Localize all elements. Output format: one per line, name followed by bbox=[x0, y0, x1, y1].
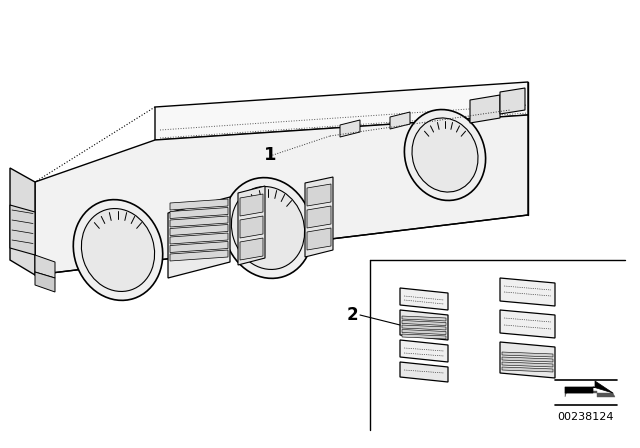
Ellipse shape bbox=[232, 186, 305, 269]
Polygon shape bbox=[170, 216, 228, 227]
Polygon shape bbox=[307, 206, 331, 228]
Polygon shape bbox=[402, 329, 446, 335]
Polygon shape bbox=[500, 88, 525, 114]
Polygon shape bbox=[305, 177, 333, 257]
Polygon shape bbox=[10, 205, 35, 255]
Ellipse shape bbox=[81, 208, 155, 292]
Polygon shape bbox=[565, 391, 615, 397]
Polygon shape bbox=[400, 310, 448, 340]
Polygon shape bbox=[402, 320, 446, 326]
Polygon shape bbox=[307, 228, 331, 250]
Ellipse shape bbox=[74, 200, 163, 300]
Polygon shape bbox=[307, 184, 331, 206]
Polygon shape bbox=[240, 194, 263, 216]
Polygon shape bbox=[402, 316, 446, 321]
Polygon shape bbox=[35, 115, 528, 275]
Polygon shape bbox=[35, 255, 55, 278]
Polygon shape bbox=[170, 233, 228, 244]
Polygon shape bbox=[500, 310, 555, 338]
Polygon shape bbox=[502, 362, 553, 367]
Polygon shape bbox=[470, 95, 500, 123]
Polygon shape bbox=[155, 82, 528, 140]
Ellipse shape bbox=[404, 110, 486, 200]
Text: 00238124: 00238124 bbox=[557, 412, 614, 422]
Ellipse shape bbox=[412, 118, 478, 192]
Ellipse shape bbox=[223, 177, 313, 278]
Polygon shape bbox=[240, 216, 263, 238]
Polygon shape bbox=[240, 238, 263, 260]
Polygon shape bbox=[10, 168, 35, 275]
Polygon shape bbox=[170, 207, 228, 219]
Polygon shape bbox=[238, 186, 265, 265]
Polygon shape bbox=[500, 278, 555, 306]
Polygon shape bbox=[502, 352, 553, 357]
Text: 2: 2 bbox=[346, 306, 358, 324]
Polygon shape bbox=[170, 199, 228, 210]
Polygon shape bbox=[400, 288, 448, 310]
Polygon shape bbox=[35, 272, 55, 292]
Text: 1: 1 bbox=[264, 146, 276, 164]
Polygon shape bbox=[340, 120, 360, 137]
Polygon shape bbox=[400, 362, 448, 382]
Polygon shape bbox=[500, 342, 555, 378]
Polygon shape bbox=[402, 334, 446, 339]
Polygon shape bbox=[168, 197, 230, 278]
Polygon shape bbox=[565, 381, 613, 393]
Polygon shape bbox=[400, 340, 448, 362]
Polygon shape bbox=[402, 325, 446, 330]
Polygon shape bbox=[170, 224, 228, 236]
Polygon shape bbox=[390, 112, 410, 129]
Polygon shape bbox=[502, 357, 553, 362]
Polygon shape bbox=[170, 250, 228, 261]
Polygon shape bbox=[502, 367, 553, 372]
Polygon shape bbox=[170, 241, 228, 253]
